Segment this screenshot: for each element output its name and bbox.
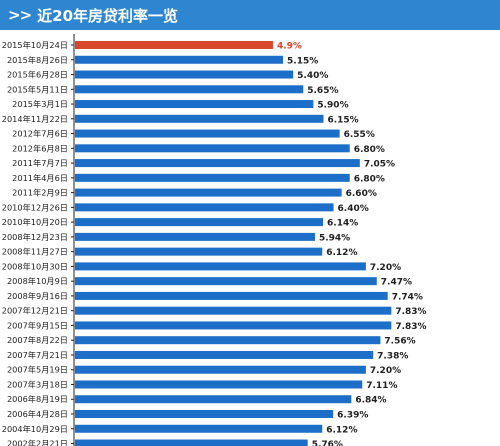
value-label: 6.84% xyxy=(355,396,386,406)
category-label: 2012年6月8日 xyxy=(12,143,68,153)
category-label: 2015年5月11日 xyxy=(7,84,68,94)
value-label: 7.83% xyxy=(395,307,426,317)
category-label: 2006年4月28日 xyxy=(7,409,68,419)
value-label: 6.40% xyxy=(338,204,369,214)
category-label: 2015年10月24日 xyxy=(2,40,68,50)
rate-bar xyxy=(75,159,360,168)
value-label: 7.83% xyxy=(395,322,426,332)
category-label: 2007年9月15日 xyxy=(7,320,68,330)
rate-bar xyxy=(75,70,294,79)
value-label: 5.15% xyxy=(287,56,318,66)
category-label: 2012年7月6日 xyxy=(12,129,68,139)
rate-bar xyxy=(75,410,334,418)
category-label: 2008年9月16日 xyxy=(7,291,68,301)
value-label: 6.12% xyxy=(326,425,357,435)
rate-bar xyxy=(75,336,381,345)
value-label: 7.20% xyxy=(370,366,401,376)
rate-bar xyxy=(75,365,366,374)
value-label: 6.55% xyxy=(344,130,375,140)
value-label: 7.47% xyxy=(381,278,412,288)
category-label: 2002年2月21日 xyxy=(7,439,68,446)
rate-bar xyxy=(75,129,340,138)
value-label: 6.80% xyxy=(354,174,385,184)
category-label: 2008年10月9日 xyxy=(7,276,68,286)
rate-bar xyxy=(75,439,308,446)
rate-bar xyxy=(75,173,350,182)
category-label: 2008年10月30日 xyxy=(2,261,68,271)
double-chevron-icon: >> xyxy=(8,6,32,24)
value-label: 6.15% xyxy=(327,115,358,125)
category-label: 2006年8月19日 xyxy=(7,394,68,404)
category-label: 2011年2月9日 xyxy=(12,188,68,198)
category-label: 2015年3月1日 xyxy=(12,99,68,109)
value-label: 5.90% xyxy=(317,101,348,111)
value-label: 6.12% xyxy=(326,248,357,258)
category-label: 2011年7月7日 xyxy=(12,158,68,168)
value-label: 5.76% xyxy=(312,440,343,446)
rate-bar xyxy=(75,395,352,404)
category-label: 2007年3月18日 xyxy=(7,379,68,389)
category-label: 2007年7月21日 xyxy=(7,350,68,360)
rate-bar xyxy=(75,350,374,359)
category-label: 2004年10月29日 xyxy=(2,424,68,434)
category-label: 2008年11月27日 xyxy=(2,247,68,257)
rate-bar xyxy=(75,232,315,241)
value-label: 7.11% xyxy=(366,381,397,391)
rate-bar xyxy=(75,321,392,330)
value-label: 7.05% xyxy=(364,160,395,170)
category-label: 2007年12月21日 xyxy=(2,306,68,316)
category-label: 2007年8月22日 xyxy=(7,335,68,345)
value-label: 5.65% xyxy=(307,86,338,96)
value-label: 7.56% xyxy=(384,337,415,347)
rate-bar xyxy=(75,188,342,197)
rate-bar xyxy=(75,247,323,256)
rate-bar xyxy=(75,380,363,389)
rate-bar xyxy=(75,144,350,153)
highlight-bar xyxy=(75,41,273,49)
category-label: 2014年11月22日 xyxy=(2,114,68,124)
value-label: 6.80% xyxy=(354,145,385,155)
rate-bar xyxy=(75,262,366,271)
category-label: 2010年10月20日 xyxy=(2,217,68,227)
title-banner: >> 近20年房贷利率一览 xyxy=(0,0,500,30)
chart-title: 近20年房贷利率一览 xyxy=(37,6,179,25)
value-label: 7.38% xyxy=(377,351,408,361)
rate-bar xyxy=(75,85,304,94)
value-label: 5.40% xyxy=(297,71,328,81)
rate-bar xyxy=(75,114,324,123)
rate-bar xyxy=(75,291,388,300)
rate-bar xyxy=(75,306,392,315)
value-label: 6.14% xyxy=(327,219,358,229)
category-label: 2015年8月26日 xyxy=(7,55,68,65)
value-label: 6.60% xyxy=(346,189,377,199)
value-label: 7.20% xyxy=(370,263,401,273)
rate-bar xyxy=(75,203,334,212)
category-label: 2015年6月28日 xyxy=(7,70,68,80)
category-label: 2010年12月26日 xyxy=(2,202,68,212)
value-label: 5.94% xyxy=(319,233,350,243)
rate-bar xyxy=(75,100,314,109)
category-label: 2011年4月6日 xyxy=(12,173,68,183)
rate-bar xyxy=(75,277,377,286)
rate-bar-chart: 2015年10月24日 4.9% 2015年8月26日 5.15% 2015年6月28日… xyxy=(2,34,427,446)
value-label: 6.39% xyxy=(337,411,368,421)
value-label: 4.9% xyxy=(277,42,302,52)
category-label: 2008年12月23日 xyxy=(2,232,68,242)
rate-bar xyxy=(75,218,324,227)
value-label: 7.74% xyxy=(392,292,423,302)
rate-bar xyxy=(75,424,323,433)
category-label: 2007年5月19日 xyxy=(7,365,68,375)
rate-bar xyxy=(75,55,284,64)
